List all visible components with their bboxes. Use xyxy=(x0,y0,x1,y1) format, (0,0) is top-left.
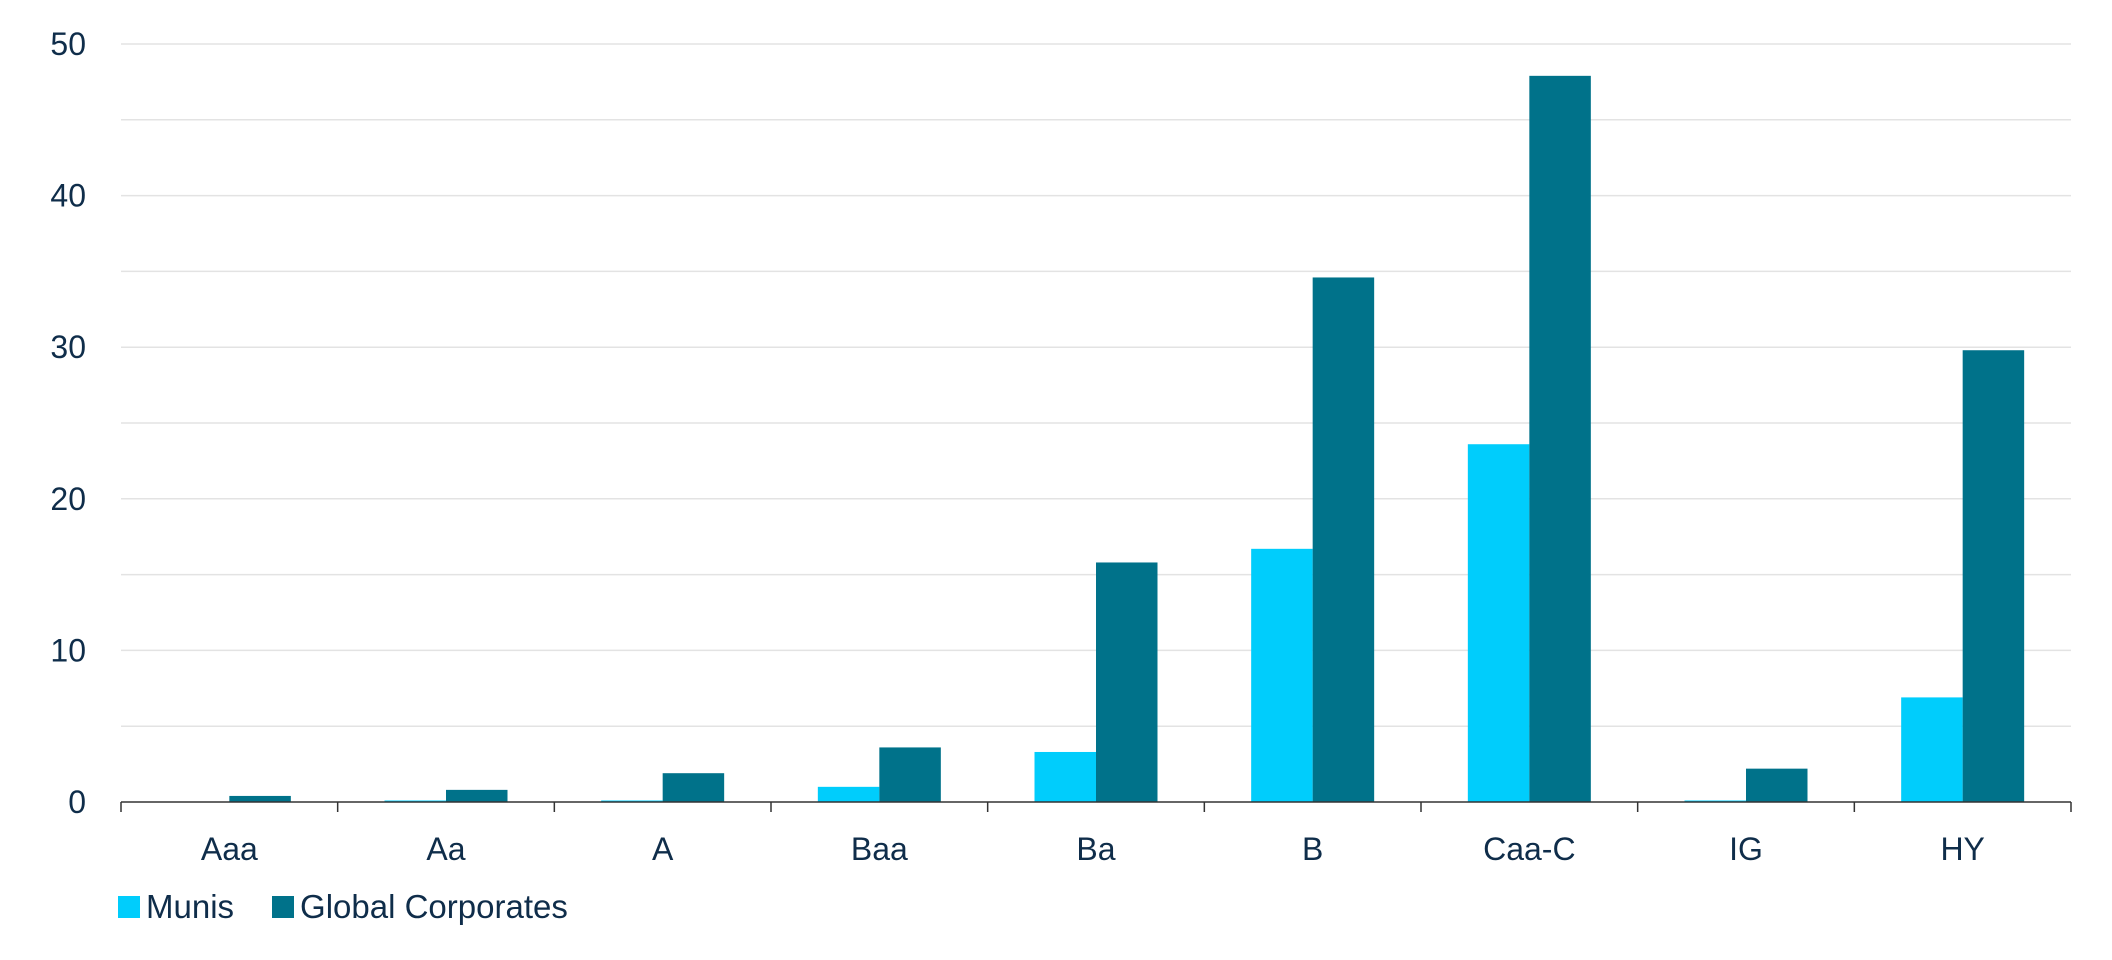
y-axis-ticks: 0 10 20 30 40 50 xyxy=(50,26,86,820)
bar-global-corporates-a xyxy=(662,773,725,802)
legend: Munis Global Corporates xyxy=(118,888,606,926)
bar-global-corporates-aaa xyxy=(229,795,291,802)
legend-swatch-global-corporates xyxy=(272,896,295,918)
bar-munis-ba xyxy=(1034,751,1096,802)
x-tick-label: Caa-C xyxy=(1483,831,1575,867)
y-tick-label: 40 xyxy=(50,178,86,214)
y-tick-label: 50 xyxy=(50,26,86,62)
bar-global-corporates-aa xyxy=(446,789,508,802)
x-tick-label: IG xyxy=(1729,831,1763,867)
bar-global-corporates-caa-c xyxy=(1529,75,1591,802)
bar-munis-b xyxy=(1251,548,1313,802)
x-tick-label: Aa xyxy=(426,831,465,867)
legend-label-global-corporates: Global Corporates xyxy=(300,888,568,925)
bars xyxy=(229,75,2025,802)
bar-munis-hy xyxy=(1901,697,1963,802)
bar-global-corporates-b xyxy=(1312,277,1375,802)
gridlines xyxy=(121,43,2071,727)
bar-munis-caa-c xyxy=(1467,444,1530,802)
bar-global-corporates-baa xyxy=(879,747,941,802)
y-tick-label: 10 xyxy=(50,632,86,668)
x-tick-label: Ba xyxy=(1076,831,1115,867)
x-tick-label: B xyxy=(1302,831,1323,867)
bar-global-corporates-ba xyxy=(1096,562,1158,802)
x-axis xyxy=(120,801,2072,812)
bar-global-corporates-hy xyxy=(1962,350,2025,802)
bar-munis-aa xyxy=(384,800,446,802)
bar-global-corporates-ig xyxy=(1746,768,1808,802)
y-tick-label: 0 xyxy=(68,784,86,820)
legend-item-munis: Munis xyxy=(118,888,234,926)
y-tick-label: 30 xyxy=(50,329,86,365)
x-tick-label: A xyxy=(652,831,674,867)
y-tick-label: 20 xyxy=(50,481,86,517)
legend-label-munis: Munis xyxy=(146,888,235,925)
bar-munis-ig xyxy=(1684,800,1746,802)
x-tick-label: HY xyxy=(1940,831,1984,867)
legend-item-global-corporates: Global Corporates xyxy=(272,888,568,926)
x-tick-label: Baa xyxy=(851,831,908,867)
bar-munis-baa xyxy=(817,786,880,802)
x-axis-ticks: Aaa Aa A Baa Ba B Caa-C IG HY xyxy=(201,831,1985,867)
bar-munis-a xyxy=(601,800,663,802)
legend-swatch-munis xyxy=(118,896,140,918)
x-tick-label: Aaa xyxy=(201,831,258,867)
